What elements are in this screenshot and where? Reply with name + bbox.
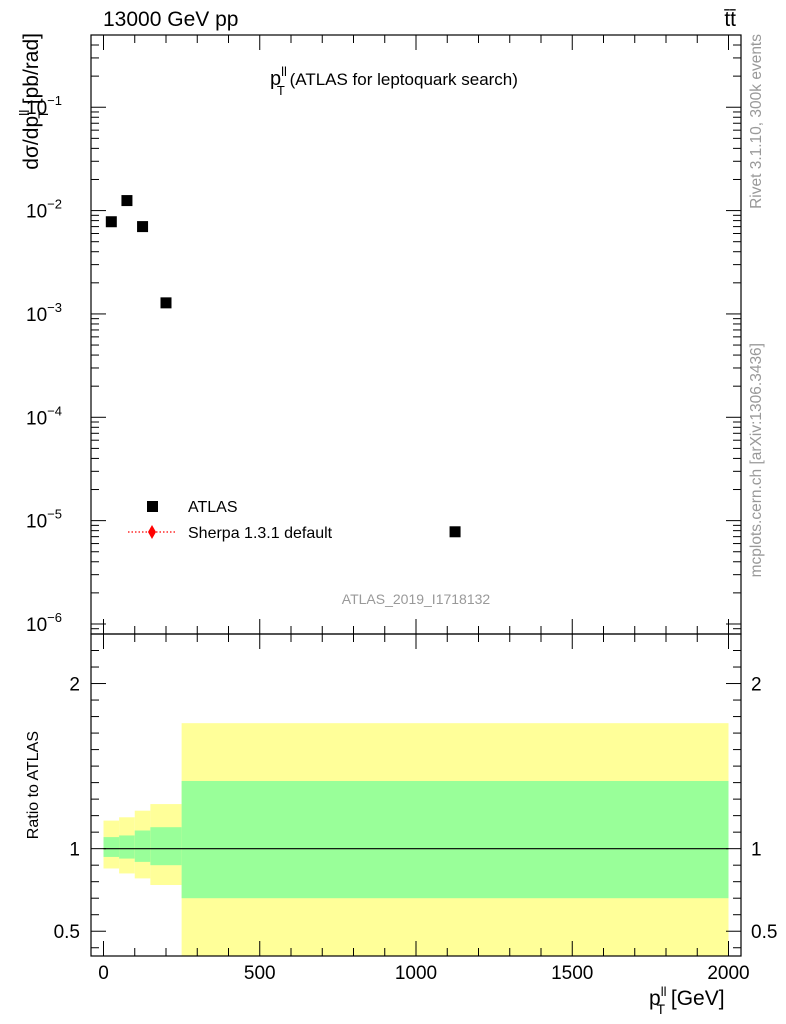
ratio-bands [103, 723, 729, 956]
atlas-data-point [160, 297, 172, 309]
main-panel: pll T (ATLAS for leptoquark search) dσ/dp… [16, 33, 742, 636]
main-y-axis-label: dσ/dpll T [pb/rad] [16, 33, 51, 170]
main-y-tick-label: 10−2 [26, 197, 62, 223]
ratio-x-tick-label: 1500 [551, 963, 593, 984]
ratio-x-tick-label: 1000 [395, 963, 437, 984]
ratio-y-axis-label: Ratio to ATLAS [25, 731, 42, 839]
ratio-inner-band [103, 837, 120, 857]
ratio-y-tick-label-left: 1 [69, 840, 80, 861]
ratio-inner-band [119, 835, 135, 859]
ratio-y-tick-label-right: 1 [751, 840, 762, 861]
ratio-y-tick-label-right: 2 [751, 675, 762, 696]
atlas-data-point [105, 216, 117, 228]
header-left: 13000 GeV pp [103, 8, 238, 31]
main-frame [90, 34, 742, 635]
ratio-panel: 0.5 0.5 1 1 2 2 0 500 1000 1500 2000 Ratio to ATLA… [25, 633, 777, 1017]
ratio-x-tick-label: 0 [98, 963, 109, 984]
atlas-data-point [137, 221, 149, 233]
rivet-label: Rivet 3.1.10, 300k events [748, 34, 765, 209]
main-y-tick-label: 10−6 [26, 610, 62, 636]
ratio-y-tick-label-right: 0.5 [751, 922, 777, 943]
mcplots-label: mcplots.cern.ch [arXiv:1306.3436] [748, 343, 765, 577]
ratio-y-tick-label-left: 2 [69, 675, 80, 696]
atlas-data-point [449, 526, 461, 538]
watermark: ATLAS_2019_I1718132 [342, 591, 491, 607]
atlas-data-point [121, 195, 133, 207]
ratio-x-axis-label: pll T [GeV] [649, 984, 725, 1017]
main-y-tick-label: 10−4 [26, 403, 62, 429]
ratio-y-tick-label-left: 0.5 [54, 922, 80, 943]
ratio-x-tick-label: 2000 [707, 963, 749, 984]
legend-sherpa-marker [148, 525, 156, 539]
main-axes: 10−6 10−5 10−4 10−3 10−2 10−1 [26, 34, 742, 636]
legend-atlas-label: ATLAS [188, 499, 238, 516]
main-y-tick-label: 10−1 [26, 93, 62, 119]
main-title: pll T (ATLAS for leptoquark search) [270, 64, 518, 98]
main-y-tick-label: 10−5 [26, 507, 62, 533]
ratio-inner-band [134, 830, 151, 862]
legend-atlas-marker [147, 501, 158, 512]
legend-sherpa-label: Sherpa 1.3.1 default [188, 525, 333, 542]
ratio-axes: 0.5 0.5 1 1 2 2 0 500 1000 1500 2000 [54, 633, 777, 984]
main-data-points [105, 195, 461, 538]
ratio-inner-band [150, 827, 182, 866]
header-right: t̄t̄ [724, 8, 736, 31]
ratio-inner-band [181, 780, 729, 899]
legend: ATLAS Sherpa 1.3.1 default [128, 499, 333, 542]
ratio-x-tick-label: 500 [244, 963, 276, 984]
main-y-tick-label: 10−3 [26, 300, 62, 326]
